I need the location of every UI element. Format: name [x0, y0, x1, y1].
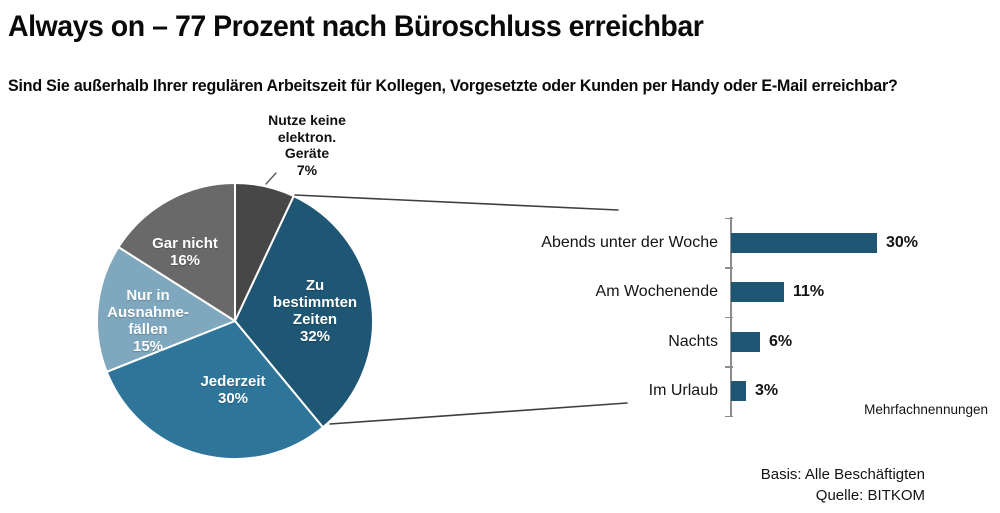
bar-value-label-3: 3% [755, 382, 779, 399]
bar-1 [731, 282, 784, 302]
pie-label-gar-nicht: Gar nicht 16% [152, 235, 218, 269]
bar-axis-tick-3 [724, 366, 733, 368]
bar-value-label-0: 30% [886, 233, 919, 251]
bar-value-label-1: 11% [793, 283, 825, 300]
bar-axis-tick-0 [724, 217, 733, 220]
bar-axis-tick-4 [724, 415, 733, 418]
pie-label-ausnahmefaellen: Nur in Ausnahme- fällen 15% [107, 287, 189, 355]
bar-category-label-2: Nachts [668, 332, 718, 350]
bar-3 [731, 381, 746, 401]
bar-category-label-1: Am Wochenende [595, 283, 718, 300]
pie-label-nutze-keine-geraete: Nutze keine elektron. Geräte 7% [268, 112, 346, 178]
bar-chart-note: Mehrfachnennungen [864, 402, 988, 417]
pie-slice-nur-in-ausnahmef-llen [96, 246, 236, 373]
page-subtitle: Sind Sie außerhalb Ihrer regulären Arbei… [8, 77, 898, 95]
footer-quelle: Quelle: BITKOM [815, 486, 925, 504]
pie-label-zu-bestimmten-zeiten: Zu bestimmten Zeiten 32% [272, 277, 358, 345]
pie-slice-gar-nicht [117, 182, 236, 322]
source-footer: Basis: Alle Beschäftigten Quelle: BITKOM [761, 465, 925, 506]
bar-2 [731, 331, 760, 352]
pie-slice-jederzeit [105, 320, 324, 460]
bar-value-label-2: 6% [769, 332, 793, 350]
pie-label-jederzeit: Jederzeit 30% [200, 373, 266, 407]
bar-axis-tick-2 [724, 316, 733, 319]
bar-0 [731, 232, 877, 253]
bar-category-label-0: Abends unter der Woche [541, 233, 718, 251]
bar-chart-axis [730, 217, 732, 416]
footer-basis: Basis: Alle Beschäftigten [760, 466, 925, 483]
bar-category-label-3: Im Urlaub [648, 382, 718, 399]
pie-chart [96, 182, 374, 460]
bar-axis-tick-1 [724, 267, 733, 269]
page-title: Always on – 77 Prozent nach Büroschluss … [8, 10, 704, 43]
